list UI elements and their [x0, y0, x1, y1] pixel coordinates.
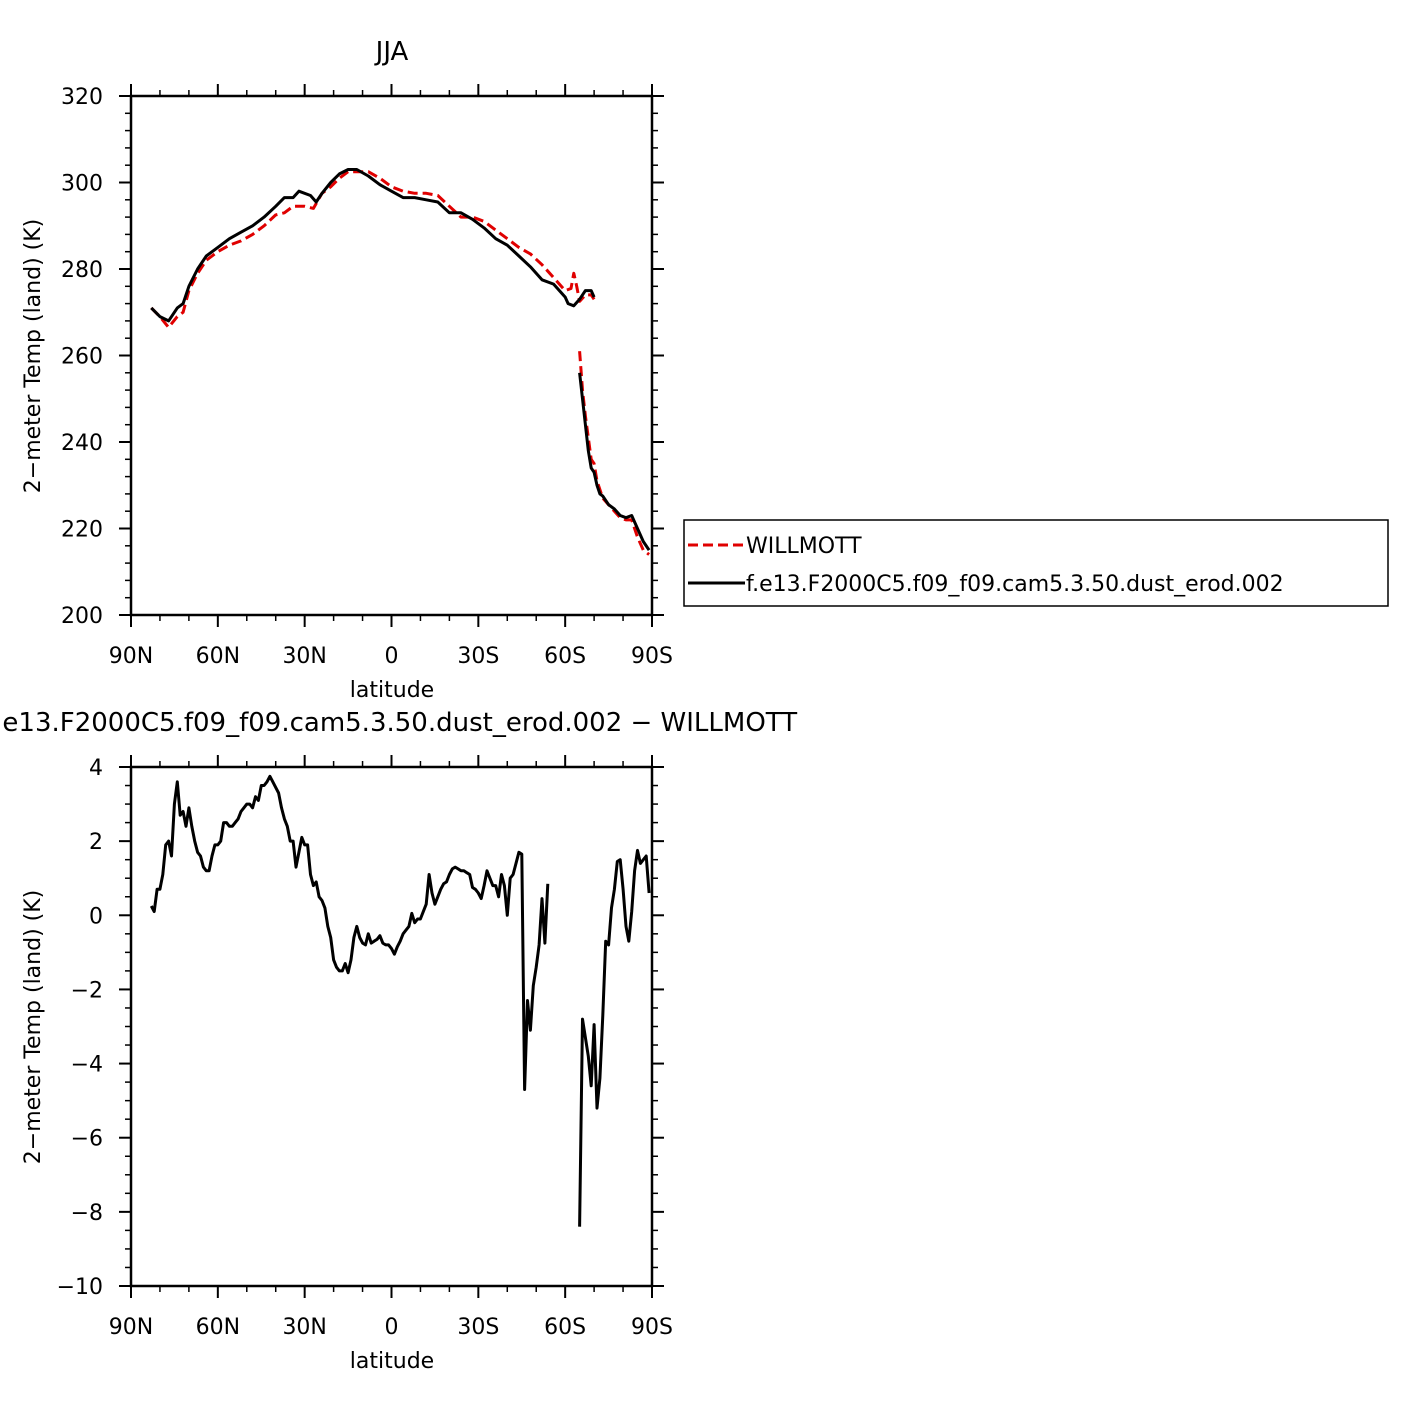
top-y-tick-label: 260 — [61, 345, 103, 370]
bottom-panel-title: f.e13.F2000C5.f09_f09.cam5.3.50.dust_ero… — [0, 708, 797, 738]
bottom-y-tick-label: 0 — [89, 904, 103, 929]
bottom-x-tick-label: 0 — [385, 1315, 399, 1340]
bottom-x-tick-label: 60N — [196, 1315, 240, 1340]
bottom-y-tick-label: −6 — [71, 1127, 103, 1152]
bottom-y-tick-label: 2 — [89, 830, 103, 855]
top-panel: JJA 90N 60N 30N 0 30S 60S 90S 200 220 240 260 280 30… — [21, 37, 1389, 703]
legend: WILLMOTT f.e13.F2000C5.f09_f09.cam5.3.50… — [683, 519, 1389, 607]
bottom-panel: f.e13.F2000C5.f09_f09.cam5.3.50.dust_ero… — [0, 708, 797, 1374]
top-y-tick-label: 300 — [61, 172, 103, 197]
bottom-x-tick-label: 60S — [544, 1315, 586, 1340]
bottom-y-tick-label: 4 — [89, 756, 103, 781]
top-x-tick-label: 60S — [544, 644, 586, 669]
bottom-x-tick-label: 30S — [457, 1315, 499, 1340]
top-series-1-line — [150, 168, 596, 323]
top-series-0-line — [150, 170, 596, 329]
bottom-x-axis-title: latitude — [350, 1349, 434, 1374]
legend-box — [683, 519, 1389, 607]
top-x-tick-label: 60N — [196, 644, 240, 669]
top-x-axis-title: latitude — [350, 678, 434, 703]
bottom-y-tick-label: −10 — [57, 1275, 103, 1300]
top-x-tick-label: 90N — [109, 644, 153, 669]
top-x-tick-label: 30N — [282, 644, 326, 669]
bottom-y-tick-label: −2 — [71, 978, 103, 1003]
bottom-y-tick-label: −8 — [71, 1201, 103, 1226]
top-y-tick-label: 320 — [61, 85, 103, 110]
bottom-series-0-line — [149, 774, 550, 1091]
top-y-tick-label: 280 — [61, 258, 103, 283]
top-panel-title: JJA — [374, 37, 409, 67]
top-y-tick-label: 240 — [61, 431, 103, 456]
top-y-axis-title: 2−meter Temp (land) (K) — [21, 219, 46, 493]
bottom-y-axis-title: 2−meter Temp (land) (K) — [21, 890, 46, 1164]
top-x-tick-label: 90S — [631, 644, 673, 669]
bottom-y-tick-label: −4 — [71, 1053, 103, 1078]
bottom-x-tick-label: 90S — [631, 1315, 673, 1340]
top-y-tick-label: 200 — [61, 604, 103, 629]
bottom-series-0-line — [578, 848, 651, 1227]
bottom-x-tick-label: 90N — [109, 1315, 153, 1340]
bottom-x-tick-label: 30N — [282, 1315, 326, 1340]
top-x-tick-label: 0 — [385, 644, 399, 669]
top-series-1-line — [578, 372, 651, 551]
legend-label-model: f.e13.F2000C5.f09_f09.cam5.3.50.dust_ero… — [746, 572, 1284, 597]
top-x-tick-label: 30S — [457, 644, 499, 669]
top-y-tick-label: 220 — [61, 518, 103, 543]
legend-label-willmott: WILLMOTT — [746, 534, 862, 559]
